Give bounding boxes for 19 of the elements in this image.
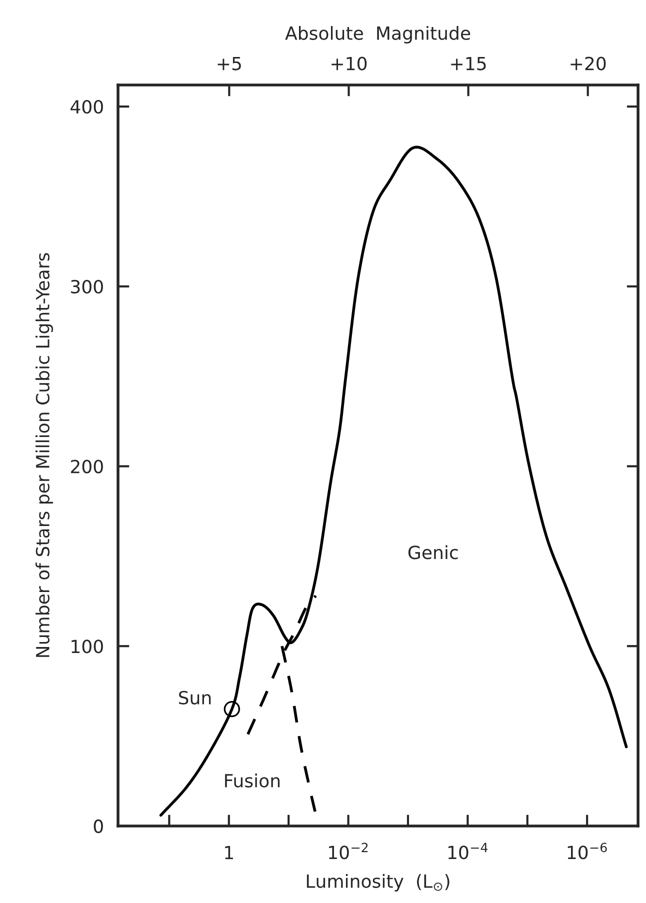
annotation: Genic: [408, 545, 458, 560]
y-axis-title: Number of Stars per Million Cubic Light-Years: [36, 253, 54, 657]
x-axis-title: Luminosity (L$_{⊙}$): [306, 874, 450, 892]
annotation: Fusion: [225, 774, 280, 788]
x2-tick-label: +20: [570, 56, 606, 70]
annotation: Sun: [179, 690, 211, 704]
x2-tick-label: +10: [332, 56, 367, 70]
x2-tick-label: +15: [451, 56, 486, 70]
y-tick-label: 200: [70, 460, 103, 474]
x-tick-label: 1: [225, 846, 233, 860]
y-tick-label: 300: [71, 280, 103, 294]
y-tick-label: 100: [72, 640, 103, 654]
y-tick-label: 0: [94, 819, 103, 834]
x-tick-label: 10$^{−4}$: [448, 842, 488, 860]
x-tick-label: 10$^{−2}$: [329, 842, 368, 860]
y-tick-label: 400: [70, 100, 103, 114]
x-tick-label: 10$^{−6}$: [568, 842, 607, 860]
x2-axis-title: Absolute Magnitude: [285, 26, 470, 44]
x2-tick-label: +5: [218, 56, 241, 70]
